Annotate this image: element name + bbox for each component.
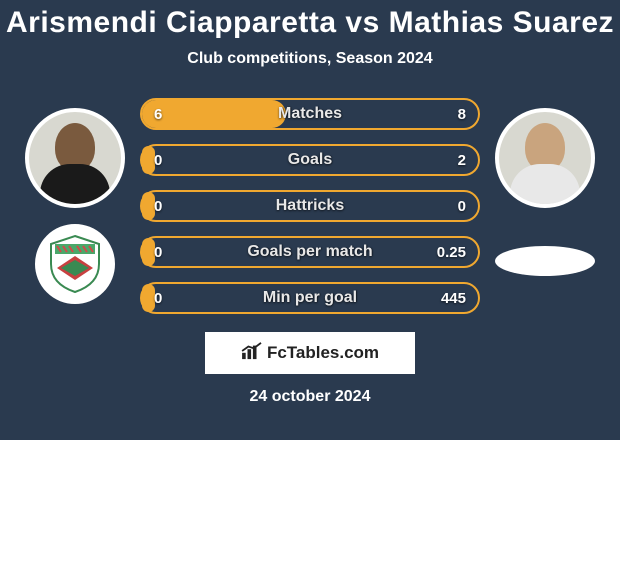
date-text: 24 october 2024 <box>250 388 371 406</box>
stat-label: Hattricks <box>276 197 344 215</box>
club-right-placeholder <box>495 246 595 276</box>
stat-row: 0 Hattricks 0 <box>140 190 480 222</box>
stats-bars: 6 Matches 8 0 Goals 2 0 Hattricks 0 0 Goals per ma… <box>140 98 480 314</box>
shield-icon <box>49 234 101 294</box>
comparison-card: Arismendi Ciapparetta vs Mathias Suarez … <box>0 0 620 440</box>
avatar-body <box>510 164 580 204</box>
player-left-avatar <box>25 108 125 208</box>
content-row: 6 Matches 8 0 Goals 2 0 Hattricks 0 0 Goals per ma… <box>0 98 620 314</box>
player-right-silhouette <box>510 119 580 204</box>
stat-label: Min per goal <box>263 289 357 307</box>
right-column <box>490 98 600 276</box>
stat-left-value: 0 <box>154 244 162 261</box>
brand-box: FcTables.com <box>205 332 415 374</box>
player-right-avatar <box>495 108 595 208</box>
club-left-logo <box>35 224 115 304</box>
stat-left-value: 0 <box>154 290 162 307</box>
stat-left-value: 6 <box>154 106 162 123</box>
stat-right-value: 0.25 <box>437 244 466 261</box>
stat-label: Matches <box>278 105 342 123</box>
stat-right-value: 2 <box>458 152 466 169</box>
stat-left-value: 0 <box>154 152 162 169</box>
stat-row: 0 Goals 2 <box>140 144 480 176</box>
avatar-body <box>40 164 110 204</box>
subtitle: Club competitions, Season 2024 <box>187 50 432 68</box>
stat-row: 6 Matches 8 <box>140 98 480 130</box>
stat-label: Goals per match <box>247 243 372 261</box>
stat-right-value: 8 <box>458 106 466 123</box>
chart-icon <box>241 342 263 365</box>
stat-right-value: 0 <box>458 198 466 215</box>
stat-left-value: 0 <box>154 198 162 215</box>
brand-text: FcTables.com <box>267 343 379 363</box>
stat-label: Goals <box>288 151 332 169</box>
page-title: Arismendi Ciapparetta vs Mathias Suarez <box>6 6 614 40</box>
stat-right-value: 445 <box>441 290 466 307</box>
stat-row: 0 Goals per match 0.25 <box>140 236 480 268</box>
stat-row: 0 Min per goal 445 <box>140 282 480 314</box>
player-left-silhouette <box>40 119 110 204</box>
left-column <box>20 98 130 304</box>
stat-fill <box>142 100 286 128</box>
